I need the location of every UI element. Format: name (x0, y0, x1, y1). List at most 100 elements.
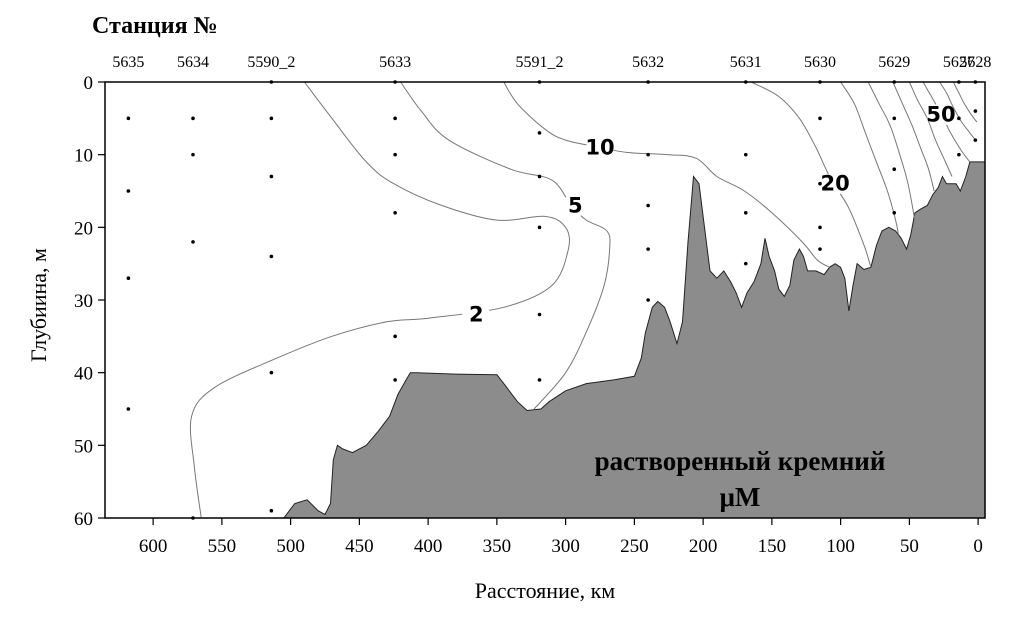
sample-point (646, 203, 650, 208)
contour-label-5: 5 (568, 194, 583, 218)
station-label: 5591_2 (516, 54, 564, 71)
contour-line-40 (892, 81, 935, 192)
x-tick-label: 600 (139, 536, 168, 557)
x-tick-label: 0 (973, 536, 983, 557)
contour-label-20: 20 (821, 172, 850, 196)
x-tick-label: 400 (414, 536, 443, 557)
contour-line-55 (939, 81, 976, 141)
x-tick-label: 100 (826, 536, 855, 557)
sample-point (892, 211, 897, 215)
sample-point (957, 116, 961, 121)
y-tick-label: 40 (74, 364, 93, 385)
sample-point (743, 261, 748, 266)
sample-point (818, 225, 822, 230)
station-label: 5634 (177, 54, 209, 71)
sample-point (537, 131, 542, 135)
sample-point (126, 407, 131, 411)
x-tick-label: 450 (345, 536, 374, 557)
station-labels: 5635 5634 5590_2 5633 5591_2 5632 5631 5630 5629… (112, 54, 991, 71)
contour-line-30 (840, 81, 899, 235)
contour-line-45 (908, 81, 953, 177)
station-label: 5590_2 (247, 54, 295, 71)
seafloor-area (282, 161, 986, 519)
sample-point (973, 138, 978, 142)
y-tick-label: 30 (74, 291, 93, 312)
station-label: 5628 (959, 54, 991, 71)
sample-point (126, 276, 131, 281)
sample-point (126, 116, 131, 121)
sample-point (646, 152, 650, 157)
station-header-label: Станция № (92, 13, 218, 39)
sample-point (892, 116, 897, 121)
sample-point (537, 378, 542, 382)
sample-point (957, 152, 961, 157)
sample-point (537, 225, 542, 230)
y-tick-label: 0 (84, 73, 94, 94)
contour-line-60 (952, 81, 978, 123)
sample-point (393, 378, 397, 382)
bathymetry-layer (282, 161, 986, 519)
contour-label-50: 50 (926, 103, 955, 127)
sample-point (743, 152, 748, 157)
contour-line-35 (867, 81, 916, 221)
contour-line-20 (751, 81, 872, 268)
contour-line-5 (400, 81, 611, 410)
contour-label-mask (561, 194, 590, 217)
contour-line-2 (189, 81, 571, 519)
x-tick-label: 300 (551, 536, 580, 557)
contour-label-mask (927, 103, 955, 126)
contour-label-10: 10 (585, 135, 614, 159)
station-label: 5627 (943, 54, 975, 71)
x-tick-label: 350 (483, 536, 512, 557)
sample-point (269, 370, 274, 375)
station-label: 5629 (878, 54, 910, 71)
station-label: 5633 (379, 54, 411, 71)
x-tick-label: 500 (276, 536, 305, 557)
annotation-unit: μM (720, 482, 761, 512)
x-tick-label: 250 (620, 536, 649, 557)
sample-point (269, 508, 274, 513)
y-tick-label: 10 (74, 146, 93, 167)
sample-point (646, 298, 650, 302)
sample-point (892, 167, 897, 171)
contour-label-mask (821, 172, 850, 195)
annotation-substance: растворенный кремний (595, 446, 886, 476)
sample-point (646, 247, 650, 251)
sample-point (126, 189, 131, 193)
y-tick-label: 50 (74, 436, 93, 457)
station-label: 5632 (632, 54, 664, 71)
sample-point (973, 109, 978, 113)
sample-point (537, 174, 542, 179)
contour-label-2: 2 (469, 303, 484, 327)
sample-point (537, 312, 542, 317)
station-label: 5631 (730, 54, 762, 71)
x-tick-label: 50 (900, 536, 919, 557)
sample-point (818, 116, 822, 121)
x-axis-title: Расстояние, км (475, 578, 616, 603)
sample-point (393, 334, 397, 339)
contour-line-10 (503, 81, 830, 268)
sample-point (269, 174, 274, 179)
sample-point (269, 254, 274, 259)
sample-point (818, 181, 822, 186)
y-tick-label: 20 (74, 218, 93, 239)
contour-layer: 2 5 10 20 50 (189, 81, 978, 519)
y-tick-label: 60 (74, 509, 93, 530)
sample-point (743, 211, 748, 215)
x-tick-label: 150 (758, 536, 787, 557)
sample-point (191, 240, 195, 244)
contour-label-mask (586, 136, 614, 159)
x-tick-label: 200 (689, 536, 718, 557)
sample-point (269, 116, 274, 121)
sample-point (393, 211, 397, 215)
sample-point (191, 152, 195, 157)
y-axis-title: Глубиина, м (26, 248, 51, 362)
station-label: 5635 (112, 54, 144, 71)
sample-point (818, 247, 822, 251)
station-label: 5630 (804, 54, 836, 71)
x-tick-label: 550 (208, 536, 237, 557)
contour-label-mask (462, 303, 491, 326)
sample-point (393, 116, 397, 121)
sample-point (393, 152, 397, 157)
